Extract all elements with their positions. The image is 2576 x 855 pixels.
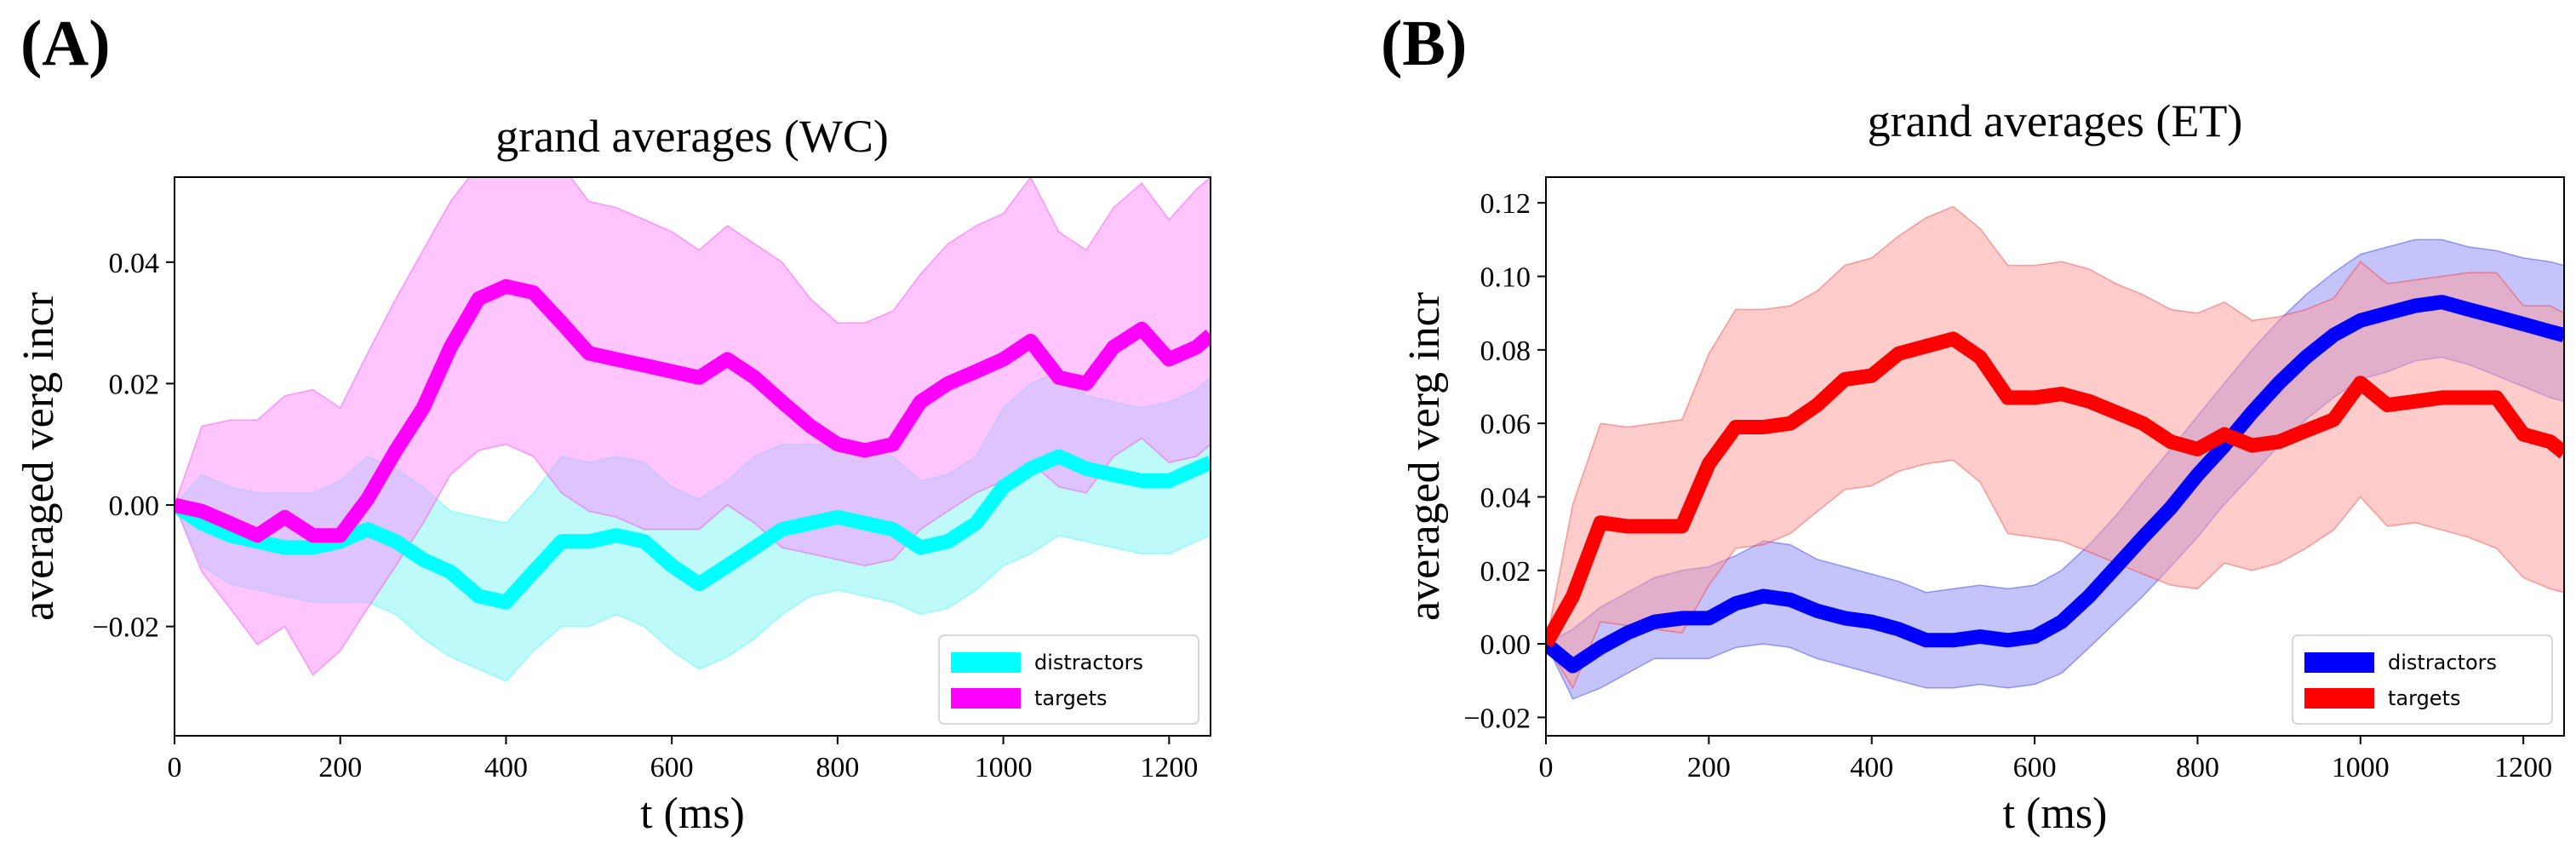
x-tick-label: 400 xyxy=(484,752,528,783)
x-tick-label: 600 xyxy=(650,752,694,783)
x-tick-label: 800 xyxy=(816,752,859,783)
legend: distractors targets xyxy=(938,634,1199,725)
legend-swatch-distractors xyxy=(951,652,1021,673)
legend-label-targets: targets xyxy=(1034,686,1107,710)
line-distractors xyxy=(1546,295,2564,674)
x-tick-label: 800 xyxy=(2176,752,2219,783)
x-tick-label: 1000 xyxy=(975,752,1033,783)
line-targets xyxy=(1546,331,2564,648)
band-targets xyxy=(175,177,1211,676)
chart-et: 0 200 400 600 800 1000 1200 −0.02 0.00 0.02 0.04 0.… xyxy=(1400,95,2565,838)
y-axis-label: averaged verg incr xyxy=(1400,292,1449,621)
line-targets xyxy=(175,278,1211,543)
axes-frame xyxy=(1545,176,2565,737)
y-tick-label: 0.04 xyxy=(1480,482,1531,514)
y-tick-label: 0.02 xyxy=(1480,556,1531,588)
x-tick-label: 0 xyxy=(1539,752,1554,783)
plot-area xyxy=(175,177,1211,682)
legend-label-targets: targets xyxy=(2388,686,2460,710)
line-distractors xyxy=(175,449,1211,610)
y-tick-label: 0.04 xyxy=(109,248,160,279)
y-tick-label: 0.06 xyxy=(1480,409,1531,440)
legend-swatch-distractors xyxy=(2304,652,2374,673)
chart-wc: 0 200 400 600 800 1000 1200 −0.02 0.00 0.02 0.04 gr… xyxy=(14,111,1211,838)
chart-title: grand averages (WC) xyxy=(495,111,889,162)
x-axis-label: t (ms) xyxy=(640,789,745,838)
legend-label-distractors: distractors xyxy=(2388,651,2497,674)
x-tick-label: 0 xyxy=(168,752,182,783)
x-tick-label: 1200 xyxy=(1140,752,1198,783)
y-tick-label: 0.00 xyxy=(1480,629,1531,661)
y-tick-label: −0.02 xyxy=(1463,703,1531,734)
x-tick-label: 1000 xyxy=(2332,752,2390,783)
chart-title: grand averages (ET) xyxy=(1868,95,2243,146)
legend-swatch-targets xyxy=(951,688,1021,709)
legend: distractors targets xyxy=(2292,634,2553,725)
x-tick-label: 400 xyxy=(1850,752,1893,783)
legend-swatch-targets xyxy=(2304,688,2374,709)
y-tick-label: 0.00 xyxy=(109,491,160,522)
x-tick-label: 200 xyxy=(318,752,362,783)
axes-frame xyxy=(174,176,1211,737)
y-tick-label: −0.02 xyxy=(92,612,159,644)
x-axis-label: t (ms) xyxy=(2003,789,2108,838)
plot-area xyxy=(1546,205,2564,700)
y-tick-label: 0.12 xyxy=(1480,188,1531,220)
legend-label-distractors: distractors xyxy=(1034,651,1143,674)
y-tick-label: 0.08 xyxy=(1480,336,1531,367)
legend-box xyxy=(2292,634,2553,725)
y-tick-label: 0.02 xyxy=(109,369,160,400)
panel-letter-a: (A) xyxy=(20,8,111,79)
y-axis-label: averaged verg incr xyxy=(14,292,63,621)
y-tick-label: 0.10 xyxy=(1480,262,1531,294)
x-tick-label: 600 xyxy=(2013,752,2057,783)
x-tick-label: 200 xyxy=(1687,752,1731,783)
x-tick-label: 1200 xyxy=(2494,752,2552,783)
panel-letter-b: (B) xyxy=(1381,8,1467,79)
band-targets xyxy=(1546,205,2564,690)
legend-box xyxy=(938,634,1199,725)
